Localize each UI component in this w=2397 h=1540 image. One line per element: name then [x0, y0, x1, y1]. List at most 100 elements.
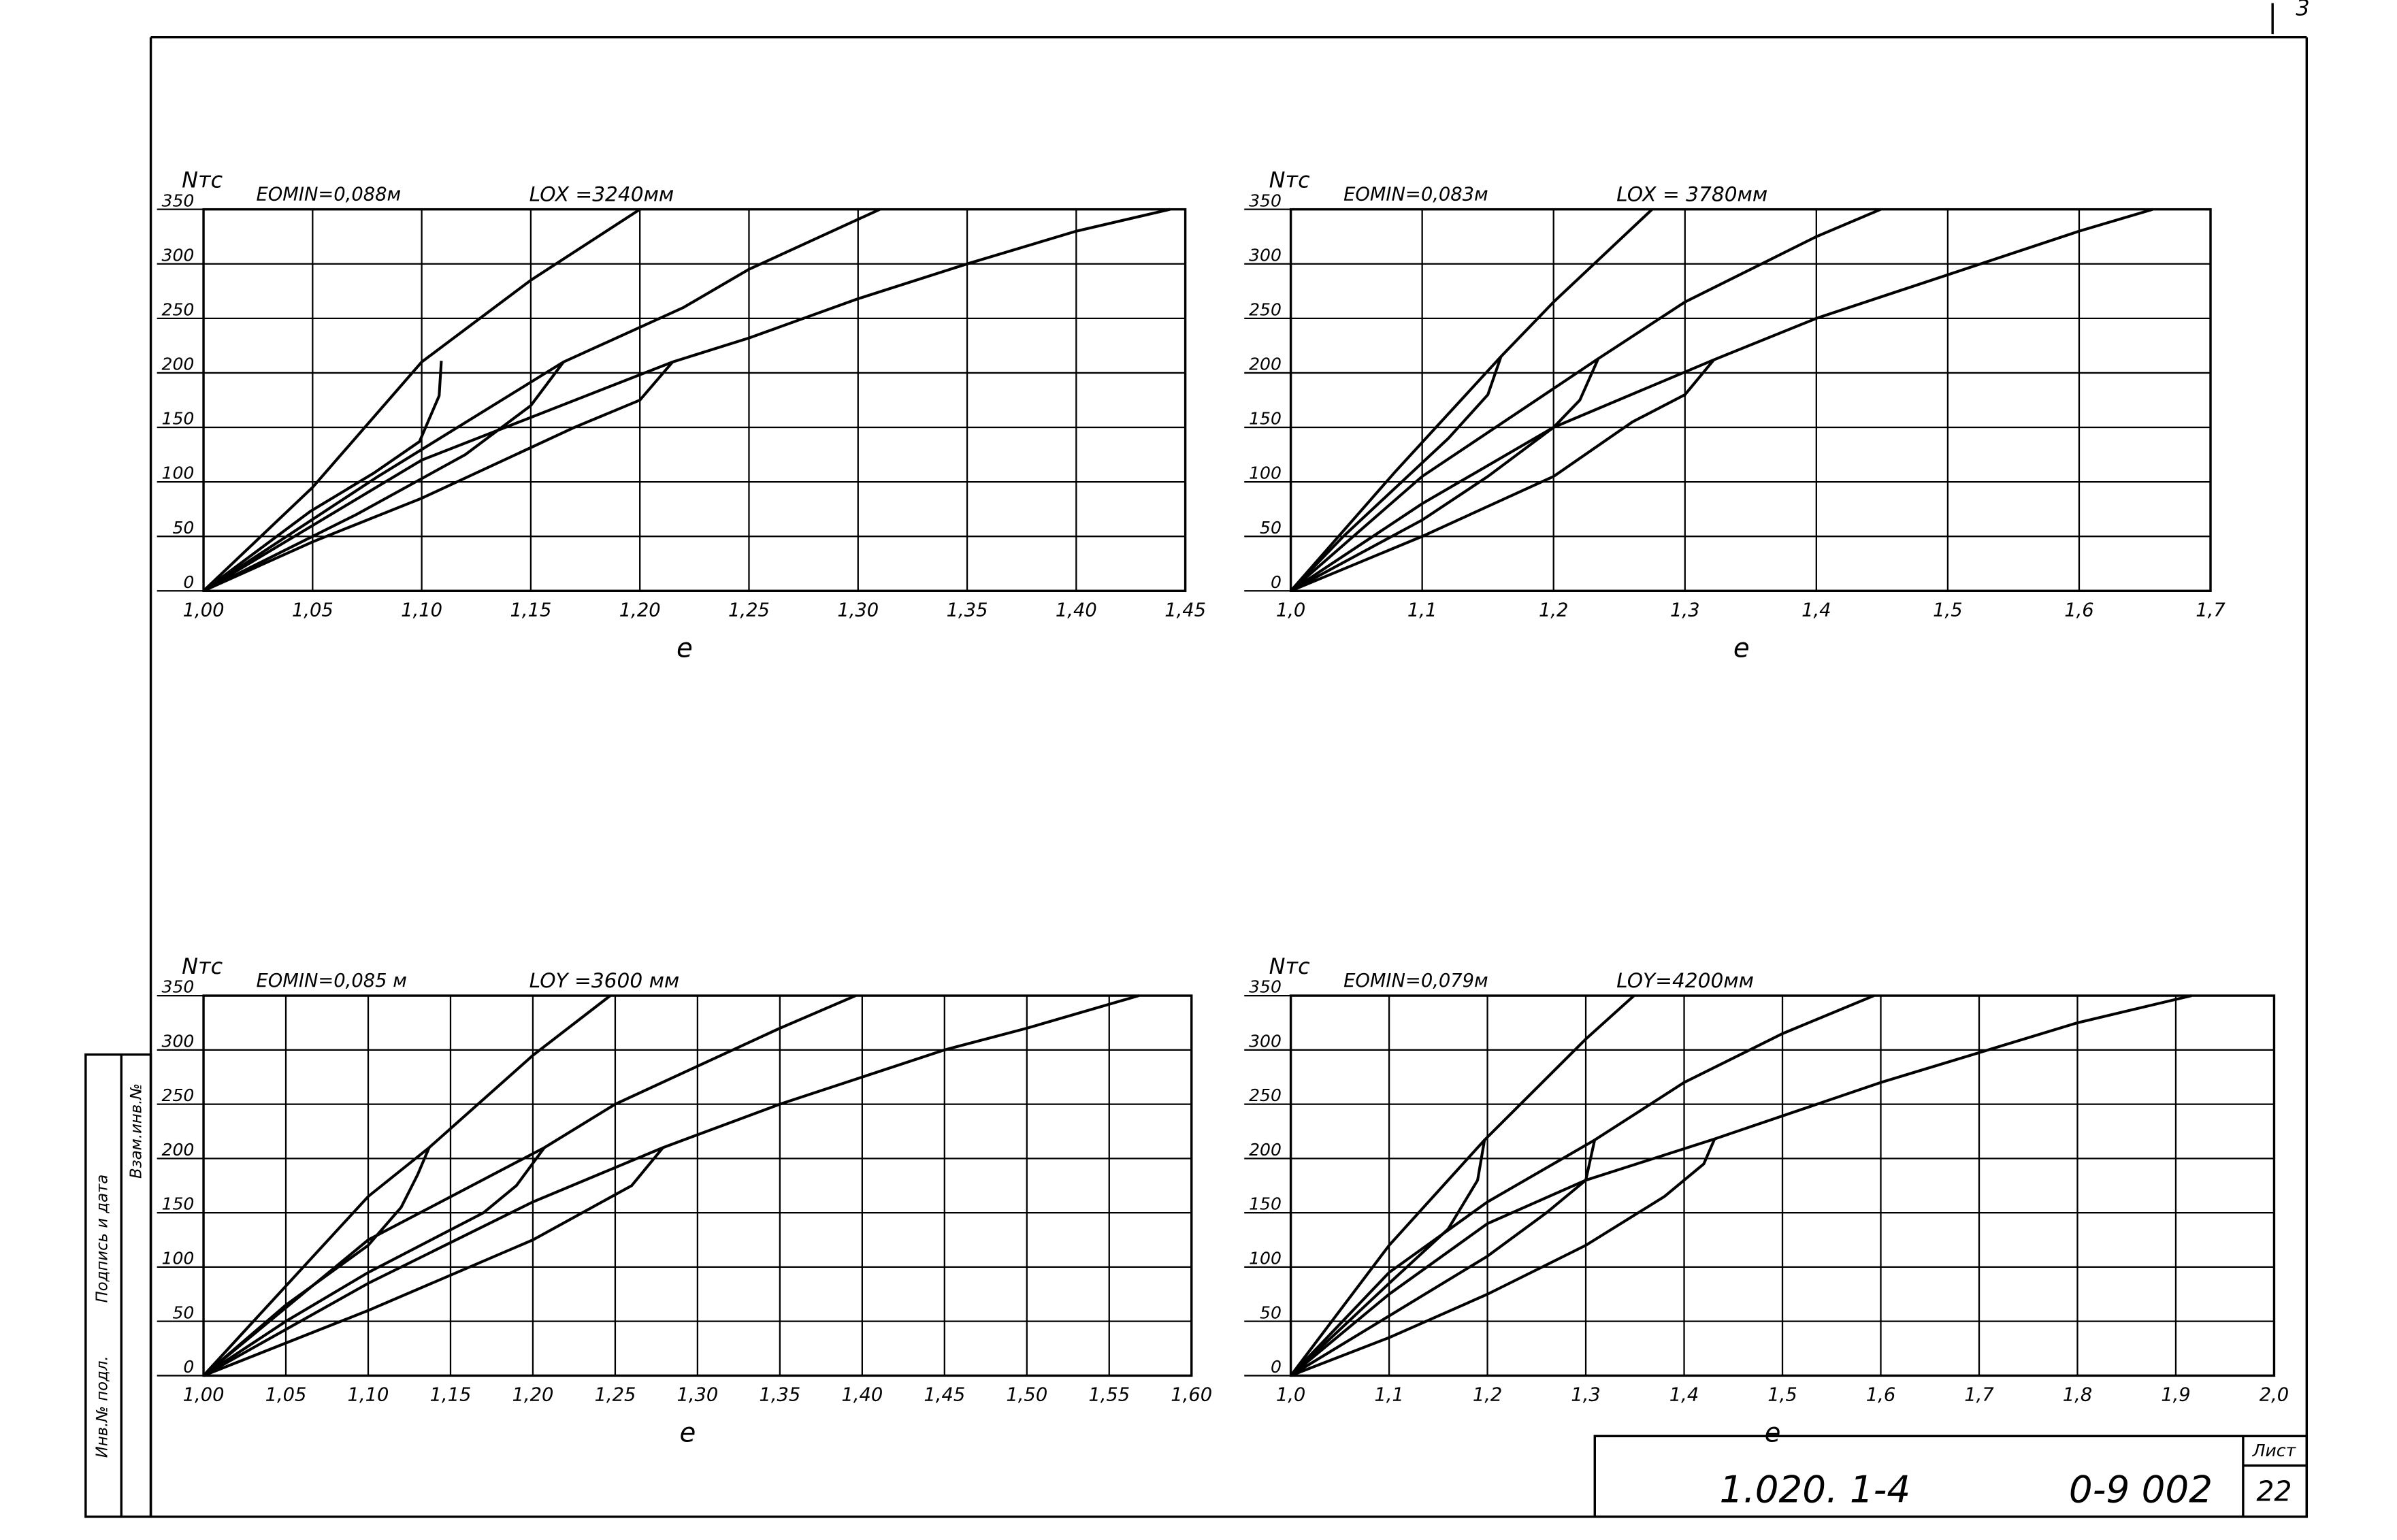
- y-tick-label: 150: [162, 409, 195, 429]
- x-tick-label: 1,6: [2064, 600, 2093, 621]
- side-label: Инв.№ подл.: [93, 1356, 111, 1458]
- curve: [1289, 994, 1635, 1377]
- x-tick-label: 1,4: [1669, 1385, 1699, 1406]
- y-tick-label: 150: [1249, 409, 1282, 429]
- y-tick-label: 50: [173, 1303, 195, 1322]
- annotation: LOY=4200мм: [1616, 969, 1754, 992]
- y-tick-label: 300: [1249, 245, 1282, 265]
- x-tick-label: 1,0: [1276, 600, 1305, 621]
- x-tick-label: 1,10: [401, 600, 442, 621]
- y-tick-label: 50: [1260, 518, 1282, 538]
- x-tick-label: 1,7: [2196, 600, 2225, 621]
- curve: [1290, 1138, 1716, 1377]
- y-tick-label: 300: [1249, 1031, 1282, 1051]
- annotation: LOY =3600 мм: [529, 969, 680, 992]
- curve: [202, 361, 443, 592]
- plot-frame: [202, 208, 1187, 592]
- y-tick-label: 50: [173, 518, 195, 538]
- y-tick-label: 0: [183, 572, 194, 592]
- x-tick-label: 1,0: [1276, 1385, 1305, 1406]
- plot-frame: [202, 994, 1193, 1377]
- y-tick-label: 300: [162, 1031, 195, 1051]
- annotation: EOMIN=0,085 м: [257, 970, 407, 992]
- y-tick-label: 350: [1249, 191, 1282, 210]
- x-tick-label: 1,3: [1670, 600, 1699, 621]
- curve: [202, 208, 881, 592]
- y-tick-label: 200: [1249, 1140, 1282, 1160]
- curve: [203, 1147, 664, 1377]
- x-tick-label: 1,45: [924, 1385, 965, 1406]
- x-tick-label: 1,20: [619, 600, 661, 621]
- curve: [202, 994, 856, 1377]
- curve: [202, 1147, 546, 1377]
- curve: [1290, 359, 1715, 593]
- x-tick-label: 1,6: [1866, 1385, 1895, 1406]
- code: 0-9 002: [2069, 1467, 2213, 1511]
- x-tick-label: 1,35: [759, 1385, 800, 1406]
- y-tick-label: 100: [1249, 1249, 1282, 1268]
- x-tick-label: 1,40: [841, 1385, 883, 1406]
- curve: [1290, 208, 2153, 592]
- y-axis-label: Nтс: [1269, 953, 1310, 979]
- y-tick-label: 100: [162, 463, 195, 483]
- x-tick-label: 1,25: [728, 600, 770, 621]
- corner-number: 3: [2296, 0, 2309, 21]
- curve: [202, 1147, 431, 1377]
- curve: [202, 208, 641, 592]
- y-tick-label: 0: [1271, 572, 1282, 592]
- x-tick-label: 1,10: [348, 1385, 389, 1406]
- y-axis-label: Nтс: [182, 167, 223, 193]
- y-tick-label: 0: [1271, 1357, 1282, 1377]
- x-tick-label: 1,60: [1171, 1385, 1212, 1406]
- y-tick-label: 300: [162, 245, 195, 265]
- annotation: EOMIN=0,079м: [1343, 970, 1488, 992]
- curve: [1290, 1139, 1597, 1377]
- x-tick-label: 1,00: [183, 1385, 225, 1406]
- plot-frame: [1289, 208, 2212, 592]
- curve: [202, 208, 1171, 593]
- y-tick-label: 250: [1249, 1085, 1282, 1105]
- curve: [203, 994, 1139, 1377]
- y-tick-label: 350: [162, 191, 195, 210]
- curve: [1290, 1139, 1486, 1377]
- curve: [1290, 208, 1882, 592]
- curve: [1290, 994, 2192, 1377]
- x-tick-label: 1,4: [1801, 600, 1831, 621]
- sheet-label: Лист: [2252, 1441, 2297, 1460]
- x-tick-label: 1,5: [1767, 1385, 1797, 1406]
- y-tick-label: 50: [1260, 1303, 1282, 1322]
- y-axis-label: Nтс: [1269, 167, 1310, 193]
- x-tick-label: 2,0: [2260, 1385, 2289, 1406]
- x-tick-label: 1,45: [1164, 600, 1206, 621]
- annotation: EOMIN=0,088м: [257, 184, 402, 206]
- frame: [84, 3, 2309, 1518]
- x-tick-label: 1,35: [947, 600, 988, 621]
- x-tick-label: 1,30: [676, 1385, 718, 1406]
- x-tick-label: 1,00: [183, 600, 225, 621]
- side-label: Взам.инв.№: [128, 1083, 146, 1179]
- curve: [1290, 994, 1875, 1377]
- x-tick-label: 1,50: [1006, 1385, 1047, 1406]
- designation: 1.020. 1-4: [1720, 1467, 1911, 1511]
- x-tick-label: 1,8: [2063, 1385, 2092, 1406]
- y-tick-label: 200: [1249, 355, 1282, 374]
- x-tick-label: 1,20: [512, 1385, 554, 1406]
- annotation: LOX = 3780мм: [1616, 183, 1767, 206]
- x-tick-label: 1,25: [594, 1385, 636, 1406]
- y-tick-label: 350: [1249, 977, 1282, 997]
- y-tick-label: 250: [162, 299, 195, 319]
- x-tick-label: 1,05: [265, 1385, 307, 1406]
- y-tick-label: 250: [162, 1085, 195, 1105]
- sheet-number: 22: [2256, 1475, 2292, 1508]
- y-tick-label: 100: [162, 1249, 195, 1268]
- x-tick-label: 1,9: [2161, 1385, 2190, 1406]
- x-tick-label: 1,1: [1374, 1385, 1403, 1406]
- x-tick-label: 1,5: [1933, 600, 1962, 621]
- curve: [202, 994, 611, 1377]
- y-tick-label: 100: [1249, 463, 1282, 483]
- y-tick-label: 150: [162, 1194, 195, 1214]
- curve: [1290, 356, 1503, 592]
- x-axis-label: e: [679, 1418, 696, 1449]
- x-tick-label: 1,55: [1088, 1385, 1130, 1406]
